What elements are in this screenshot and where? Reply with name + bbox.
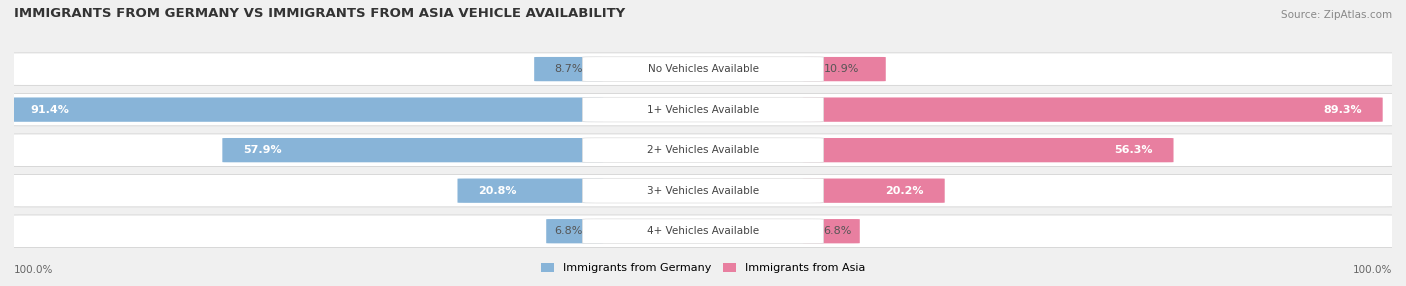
FancyBboxPatch shape xyxy=(582,57,824,82)
Text: 8.7%: 8.7% xyxy=(554,64,582,74)
FancyBboxPatch shape xyxy=(582,219,824,244)
FancyBboxPatch shape xyxy=(7,134,1399,166)
FancyBboxPatch shape xyxy=(803,219,860,243)
FancyBboxPatch shape xyxy=(582,138,824,162)
Text: IMMIGRANTS FROM GERMANY VS IMMIGRANTS FROM ASIA VEHICLE AVAILABILITY: IMMIGRANTS FROM GERMANY VS IMMIGRANTS FR… xyxy=(14,7,626,20)
FancyBboxPatch shape xyxy=(7,174,1399,207)
Text: 57.9%: 57.9% xyxy=(243,145,281,155)
Text: 20.2%: 20.2% xyxy=(886,186,924,196)
Text: 56.3%: 56.3% xyxy=(1115,145,1153,155)
Text: 100.0%: 100.0% xyxy=(1353,265,1392,275)
FancyBboxPatch shape xyxy=(803,178,945,203)
FancyBboxPatch shape xyxy=(803,57,886,81)
FancyBboxPatch shape xyxy=(803,138,1174,162)
Text: 89.3%: 89.3% xyxy=(1323,105,1362,115)
Text: 2+ Vehicles Available: 2+ Vehicles Available xyxy=(647,145,759,155)
Text: 6.8%: 6.8% xyxy=(554,226,582,236)
Text: 91.4%: 91.4% xyxy=(31,105,69,115)
Text: 20.8%: 20.8% xyxy=(478,186,516,196)
FancyBboxPatch shape xyxy=(7,94,1399,126)
Text: 6.8%: 6.8% xyxy=(824,226,852,236)
Text: 1+ Vehicles Available: 1+ Vehicles Available xyxy=(647,105,759,115)
Text: Source: ZipAtlas.com: Source: ZipAtlas.com xyxy=(1281,10,1392,20)
FancyBboxPatch shape xyxy=(457,178,603,203)
FancyBboxPatch shape xyxy=(222,138,603,162)
FancyBboxPatch shape xyxy=(803,98,1382,122)
FancyBboxPatch shape xyxy=(582,178,824,203)
Text: 4+ Vehicles Available: 4+ Vehicles Available xyxy=(647,226,759,236)
FancyBboxPatch shape xyxy=(546,219,603,243)
Legend: Immigrants from Germany, Immigrants from Asia: Immigrants from Germany, Immigrants from… xyxy=(537,259,869,278)
Text: No Vehicles Available: No Vehicles Available xyxy=(648,64,758,74)
Text: 10.9%: 10.9% xyxy=(824,64,859,74)
Text: 3+ Vehicles Available: 3+ Vehicles Available xyxy=(647,186,759,196)
FancyBboxPatch shape xyxy=(7,53,1399,85)
FancyBboxPatch shape xyxy=(7,215,1399,247)
FancyBboxPatch shape xyxy=(534,57,603,81)
FancyBboxPatch shape xyxy=(582,97,824,122)
FancyBboxPatch shape xyxy=(10,98,603,122)
Text: 100.0%: 100.0% xyxy=(14,265,53,275)
